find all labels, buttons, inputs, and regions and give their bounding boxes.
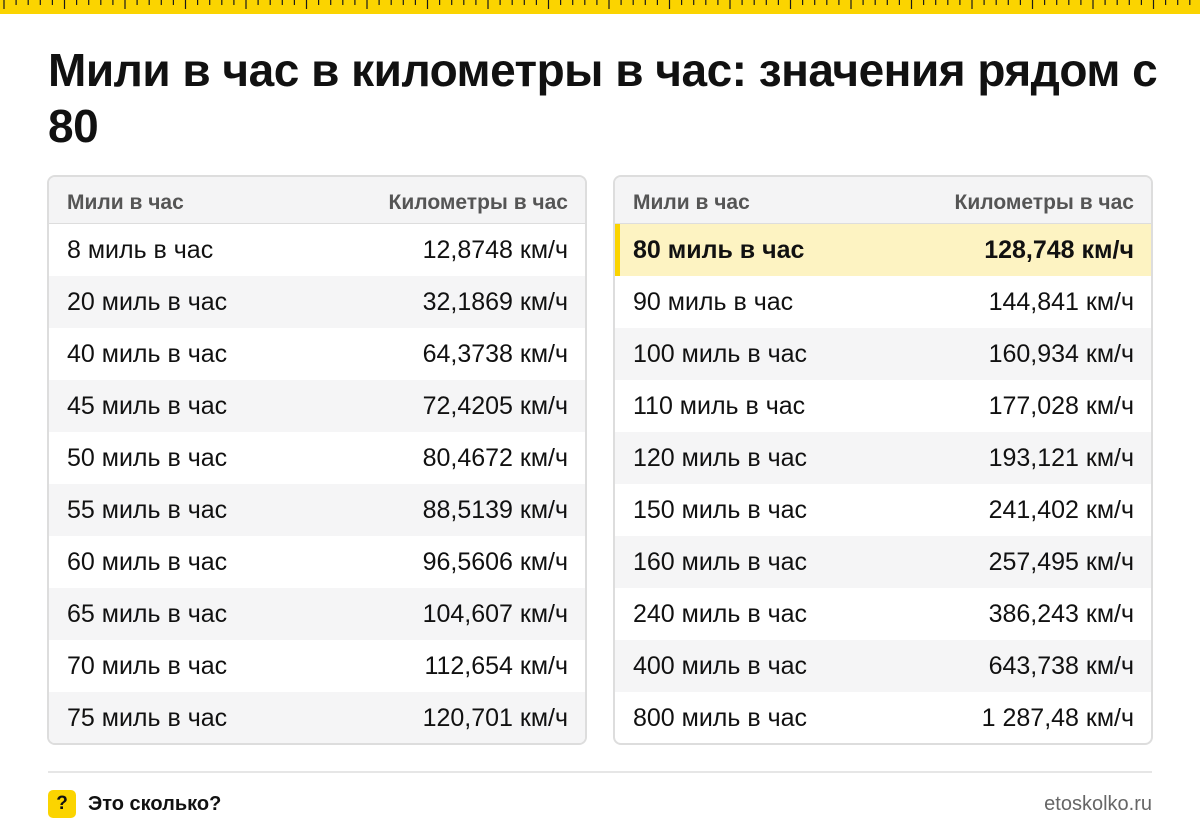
column-header-kmh: Километры в час <box>388 190 568 214</box>
table-row: 40 миль в час 64,3738 км/ч <box>49 328 585 380</box>
mph-cell: 400 миль в час <box>633 651 808 680</box>
table-row: 75 миль в час 120,701 км/ч <box>49 692 585 743</box>
mph-cell: 40 миль в час <box>67 339 228 368</box>
kmh-cell: 104,607 км/ч <box>422 599 568 628</box>
mph-cell: 90 миль в час <box>633 287 794 316</box>
kmh-cell: 643,738 км/ч <box>988 651 1134 680</box>
column-header-mph: Мили в час <box>67 190 184 214</box>
table-row: 8 миль в час 12,8748 км/ч <box>49 224 585 276</box>
mph-cell: 65 миль в час <box>67 599 228 628</box>
mph-cell: 100 миль в час <box>633 339 808 368</box>
question-badge-icon: ? <box>48 790 76 818</box>
mph-cell: 75 миль в час <box>67 703 228 732</box>
table-row: 70 миль в час 112,654 км/ч <box>49 640 585 692</box>
table-row: 45 миль в час 72,4205 км/ч <box>49 380 585 432</box>
table-row: 400 миль в час 643,738 км/ч <box>615 640 1151 692</box>
conversion-table-right: Мили в час Километры в час 80 миль в час… <box>613 175 1153 745</box>
kmh-cell: 88,5139 км/ч <box>422 495 568 524</box>
conversion-table-left: Мили в час Километры в час 8 миль в час 1… <box>47 175 587 745</box>
table-row: 90 миль в час 144,841 км/ч <box>615 276 1151 328</box>
table-row: 150 миль в час 241,402 км/ч <box>615 484 1151 536</box>
table-row: 65 миль в час 104,607 км/ч <box>49 588 585 640</box>
table-row-highlighted: 80 миль в час 128,748 км/ч <box>615 224 1151 276</box>
table-row: 160 миль в час 257,495 км/ч <box>615 536 1151 588</box>
mph-cell: 120 миль в час <box>633 443 808 472</box>
table-row: 800 миль в час 1 287,48 км/ч <box>615 692 1151 743</box>
mph-cell: 110 миль в час <box>633 391 806 420</box>
table-row: 100 миль в час 160,934 км/ч <box>615 328 1151 380</box>
mph-cell: 45 миль в час <box>67 391 228 420</box>
site-url[interactable]: etoskolko.ru <box>1044 793 1152 815</box>
kmh-cell: 1 287,48 км/ч <box>981 703 1134 732</box>
mph-cell: 80 миль в час <box>633 235 805 264</box>
page-title: Мили в час в километры в час: значения р… <box>48 44 1158 152</box>
mph-cell: 160 миль в час <box>633 547 808 576</box>
table-row: 60 миль в час 96,5606 км/ч <box>49 536 585 588</box>
kmh-cell: 257,495 км/ч <box>988 547 1134 576</box>
mph-cell: 55 миль в час <box>67 495 228 524</box>
mph-cell: 50 миль в час <box>67 443 228 472</box>
mph-cell: 20 миль в час <box>67 287 228 316</box>
table-header: Мили в час Километры в час <box>49 177 585 224</box>
kmh-cell: 144,841 км/ч <box>988 287 1134 316</box>
table-row: 240 миль в час 386,243 км/ч <box>615 588 1151 640</box>
kmh-cell: 160,934 км/ч <box>988 339 1134 368</box>
kmh-cell: 32,1869 км/ч <box>422 287 568 316</box>
kmh-cell: 128,748 км/ч <box>984 235 1134 264</box>
mph-cell: 60 миль в час <box>67 547 228 576</box>
mph-cell: 8 миль в час <box>67 235 214 264</box>
table-row: 50 миль в час 80,4672 км/ч <box>49 432 585 484</box>
kmh-cell: 177,028 км/ч <box>988 391 1134 420</box>
mph-cell: 240 миль в час <box>633 599 808 628</box>
kmh-cell: 72,4205 км/ч <box>422 391 568 420</box>
brand-name: Это сколько? <box>88 793 222 815</box>
ruler-strip <box>0 0 1200 14</box>
kmh-cell: 120,701 км/ч <box>422 703 568 732</box>
column-header-mph: Мили в час <box>633 190 750 214</box>
table-row: 120 миль в час 193,121 км/ч <box>615 432 1151 484</box>
table-row: 20 миль в час 32,1869 км/ч <box>49 276 585 328</box>
kmh-cell: 386,243 км/ч <box>988 599 1134 628</box>
footer-divider <box>48 771 1152 773</box>
kmh-cell: 80,4672 км/ч <box>422 443 568 472</box>
kmh-cell: 64,3738 км/ч <box>422 339 568 368</box>
kmh-cell: 193,121 км/ч <box>988 443 1134 472</box>
table-row: 55 миль в час 88,5139 км/ч <box>49 484 585 536</box>
kmh-cell: 12,8748 км/ч <box>422 235 568 264</box>
mph-cell: 70 миль в час <box>67 651 228 680</box>
table-row: 110 миль в час 177,028 км/ч <box>615 380 1151 432</box>
mph-cell: 150 миль в час <box>633 495 808 524</box>
column-header-kmh: Километры в час <box>954 190 1134 214</box>
mph-cell: 800 миль в час <box>633 703 808 732</box>
kmh-cell: 96,5606 км/ч <box>422 547 568 576</box>
kmh-cell: 112,654 км/ч <box>424 651 568 680</box>
kmh-cell: 241,402 км/ч <box>988 495 1134 524</box>
table-header: Мили в час Километры в час <box>615 177 1151 224</box>
